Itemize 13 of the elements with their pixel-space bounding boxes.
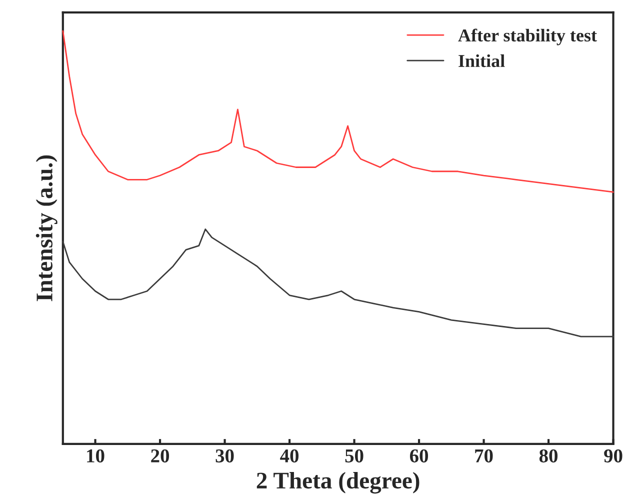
x-tick-label: 50: [345, 449, 364, 462]
x-tick-label: 60: [410, 449, 428, 462]
x-tick-label: 40: [280, 449, 299, 462]
x-tick-label: 10: [87, 449, 104, 462]
x-tick-label: 20: [151, 449, 170, 462]
x-tick-label: 30: [216, 449, 234, 462]
legend-label: After stability test: [458, 28, 597, 46]
legend-label: Initial: [458, 54, 505, 68]
x-tick-label: 90: [604, 449, 622, 462]
y-axis-title: Intensity (a.u.): [36, 155, 58, 302]
x-tick-label: 80: [539, 449, 558, 462]
x-tick-label: 70: [475, 449, 493, 462]
x-axis-title: 2 Theta (degree): [256, 472, 420, 494]
